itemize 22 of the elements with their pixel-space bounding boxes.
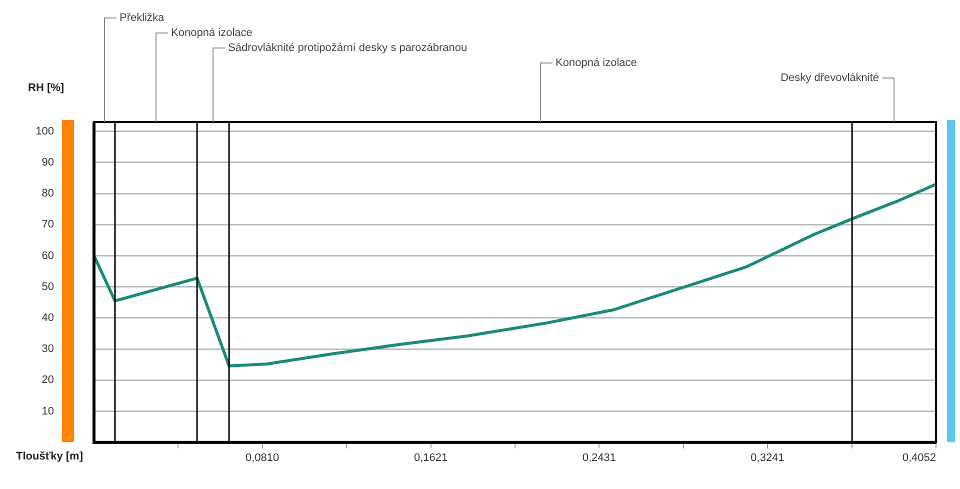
y-tick-label: 50: [42, 280, 54, 293]
y-tick-label: 20: [42, 374, 54, 386]
x-tick-label: 0,2431: [582, 452, 616, 464]
text: Konopná izolace: [171, 27, 252, 40]
text: Sádrovláknité protipožární desky s parozábranou: [228, 42, 468, 54]
y-tick-label: 30: [42, 343, 54, 356]
y-tick-label: 40: [42, 312, 54, 324]
x-tick-label: 0,3241: [750, 452, 784, 464]
x-tick-label: 0,0810: [245, 452, 280, 464]
y-tick-label: 100: [36, 125, 54, 138]
x-tick-label: 0,1621: [414, 452, 448, 464]
x-axis-title: Tloušťky [m]: [16, 450, 84, 462]
y-tick-label: 70: [42, 218, 54, 231]
text: Desky dřevovláknité: [780, 72, 880, 84]
text: Překližka: [119, 12, 165, 24]
y-tick-label: 90: [42, 156, 54, 168]
x-tick-label: 0,4052: [902, 452, 936, 464]
text: Konopná izolace: [556, 57, 637, 70]
y-tick-label: 60: [42, 250, 54, 262]
y-tick-label: 80: [42, 188, 54, 200]
y-axis-title: RH [%]: [28, 82, 64, 94]
y-tick-label: 10: [42, 405, 54, 418]
